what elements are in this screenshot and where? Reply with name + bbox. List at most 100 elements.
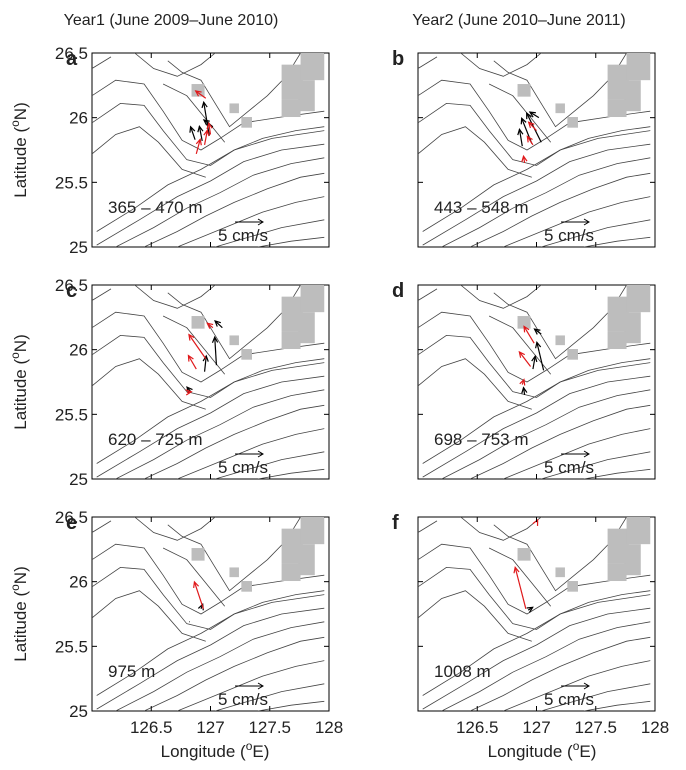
y-tick-label: 25 bbox=[69, 702, 88, 721]
x-tick-label: 127 bbox=[196, 718, 224, 737]
land-patch bbox=[229, 567, 239, 578]
land-patch bbox=[281, 99, 301, 118]
bathymetry-contour bbox=[422, 362, 651, 464]
bathymetry-contour bbox=[541, 451, 651, 479]
bathymetry-contour bbox=[162, 315, 226, 375]
land-patch bbox=[626, 517, 651, 545]
bathymetry-contour bbox=[460, 285, 542, 309]
land-patch bbox=[241, 349, 252, 360]
velocity-arrow bbox=[521, 386, 528, 396]
bathymetry-contour bbox=[215, 683, 325, 711]
scale-arrow bbox=[235, 682, 264, 690]
depth-label: 620 – 725 m bbox=[108, 430, 203, 449]
bathymetry-contour bbox=[92, 334, 325, 398]
bathymetry-contour bbox=[422, 594, 651, 696]
land-patch bbox=[191, 316, 205, 329]
bathymetry-contour bbox=[441, 621, 651, 711]
land-patch bbox=[241, 117, 252, 128]
land-patch bbox=[241, 581, 252, 592]
velocity-arrow bbox=[520, 117, 533, 144]
x-tick-label: 128 bbox=[315, 718, 343, 737]
velocity-arrow bbox=[188, 333, 207, 360]
velocity-arrow bbox=[203, 128, 210, 145]
velocity-arrow bbox=[202, 354, 209, 372]
bathymetry-contour bbox=[541, 219, 651, 247]
land-patch bbox=[607, 563, 627, 582]
panel-label: d bbox=[392, 280, 404, 302]
bathymetry-contour bbox=[418, 543, 651, 615]
bathymetry-contour bbox=[257, 236, 325, 247]
y-tick-label: 26 bbox=[69, 573, 88, 592]
velocity-arrow bbox=[211, 335, 219, 366]
bathymetry-contour bbox=[177, 196, 325, 247]
velocity-arrow bbox=[206, 322, 214, 329]
land-patch bbox=[624, 312, 641, 344]
y-tick-label: 25.5 bbox=[55, 637, 88, 656]
bathymetry-contour bbox=[583, 468, 651, 479]
bathymetry-contour bbox=[422, 607, 651, 710]
land-patch bbox=[191, 548, 205, 561]
bathymetry-contour bbox=[143, 404, 325, 479]
y-axis-label: Latitude (oN) bbox=[8, 566, 30, 662]
bathymetry-contour bbox=[418, 566, 651, 630]
velocity-arrow bbox=[526, 135, 534, 146]
bathymetry-contour bbox=[469, 404, 651, 479]
bathymetry-contour bbox=[92, 543, 325, 615]
scale-label: 5 cm/s bbox=[218, 690, 268, 709]
bathymetry-contour bbox=[134, 285, 216, 309]
panel-label: e bbox=[66, 512, 77, 534]
bathymetry-contour bbox=[92, 288, 112, 301]
bathymetry-contour bbox=[167, 53, 301, 128]
velocity-arrow bbox=[519, 378, 526, 386]
velocity-arrow bbox=[526, 606, 534, 613]
bathymetry-contour bbox=[115, 389, 325, 479]
scale-label: 5 cm/s bbox=[218, 226, 268, 245]
bathymetry-contour bbox=[115, 157, 325, 247]
scale-arrow bbox=[235, 218, 264, 226]
y-tick-label: 26 bbox=[69, 109, 88, 128]
scale-label: 5 cm/s bbox=[544, 458, 594, 477]
bathymetry-contour bbox=[96, 362, 325, 464]
land-patch bbox=[607, 331, 627, 350]
bathymetry-contour bbox=[92, 590, 206, 642]
bathymetry-contour bbox=[143, 636, 325, 711]
land-patch bbox=[300, 517, 325, 545]
bathymetry-contour bbox=[215, 219, 325, 247]
bathymetry-contour bbox=[583, 700, 651, 711]
x-tick-label: 126.5 bbox=[130, 718, 173, 737]
bathymetry-contour bbox=[418, 358, 532, 410]
land-patch bbox=[555, 567, 565, 578]
scale-arrow bbox=[561, 450, 590, 458]
land-patch bbox=[281, 296, 303, 332]
bathymetry-contour bbox=[418, 126, 532, 178]
bathymetry-contour bbox=[488, 547, 552, 607]
land-patch bbox=[607, 64, 629, 100]
land-patch bbox=[555, 103, 565, 114]
land-patch bbox=[607, 528, 629, 564]
bathymetry-contour bbox=[92, 566, 325, 630]
bathymetry-contour bbox=[583, 236, 651, 247]
panel-frame bbox=[91, 516, 330, 712]
bathymetry-contour bbox=[167, 517, 301, 592]
velocity-arrow bbox=[528, 111, 540, 119]
panel-label: c bbox=[66, 280, 77, 302]
bathymetry-contour bbox=[493, 517, 627, 592]
land-patch bbox=[517, 316, 531, 329]
velocity-arrow bbox=[206, 121, 213, 135]
land-patch bbox=[281, 528, 303, 564]
bathymetry-contour bbox=[96, 594, 325, 696]
land-patch bbox=[298, 312, 315, 344]
y-tick-label: 25.5 bbox=[55, 173, 88, 192]
land-patch bbox=[229, 103, 239, 114]
bathymetry-contour bbox=[215, 451, 325, 479]
depth-label: 443 – 548 m bbox=[434, 198, 529, 217]
bathymetry-contour bbox=[441, 389, 651, 479]
bathymetry-contour bbox=[418, 311, 651, 383]
bathymetry-contour bbox=[96, 143, 325, 246]
land-patch bbox=[300, 285, 325, 313]
velocity-arrow bbox=[187, 354, 197, 370]
scale-arrow bbox=[561, 218, 590, 226]
scale-label: 5 cm/s bbox=[544, 690, 594, 709]
land-patch bbox=[298, 544, 315, 576]
bathymetry-contour bbox=[418, 520, 438, 533]
